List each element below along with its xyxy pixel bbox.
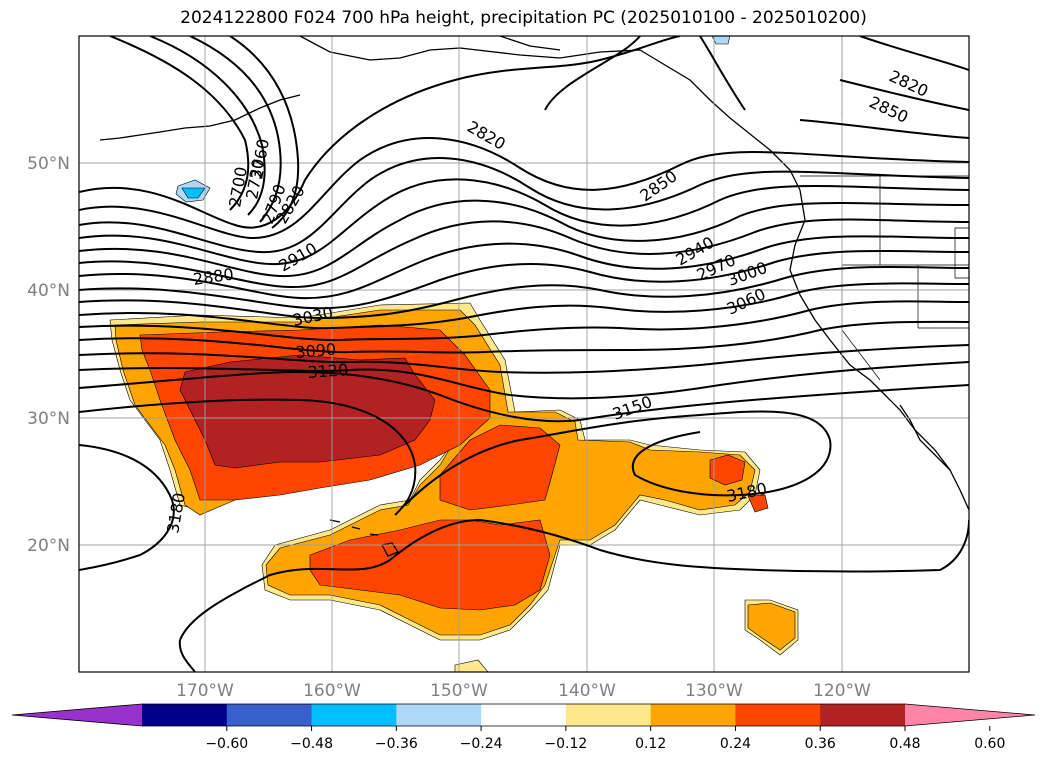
colorbar-swatch [735, 704, 821, 726]
latitude-labels: 50°N 40°N 30°N 20°N [27, 154, 70, 556]
lon-label: 120°W [813, 681, 871, 701]
colorbar-swatch [650, 704, 736, 726]
colorbar-swatch [311, 704, 397, 726]
height-contours [79, 36, 969, 672]
colorbar-extend-high [905, 704, 1035, 726]
lat-label: 50°N [27, 154, 70, 174]
colorbar-swatch [142, 704, 228, 726]
precipitation-shading [109, 36, 799, 672]
colorbar: −0.60 −0.48 −0.36 −0.24 −0.12 0.12 0.24 0.36 0.4… [11, 703, 1036, 752]
gridlines [79, 36, 969, 672]
lon-label: 170°W [176, 681, 234, 701]
colorbar-tick-label: −0.12 [544, 736, 587, 752]
colorbar-outline [11, 703, 1036, 727]
contour-label: 3120 [307, 360, 349, 382]
lat-label: 30°N [27, 409, 70, 429]
colorbar-tick-label: 0.60 [974, 736, 1005, 752]
colorbar-tick-label: 0.48 [889, 736, 920, 752]
colorbar-swatch [396, 704, 482, 726]
colorbar-tick-label: 0.36 [805, 736, 836, 752]
colorbar-tick-label: −0.48 [290, 736, 333, 752]
map-title: 2024122800 F024 700 hPa height, precipit… [180, 8, 867, 28]
lon-label: 160°W [303, 681, 361, 701]
colorbar-swatch [820, 704, 906, 726]
colorbar-swatch [565, 704, 652, 726]
longitude-labels: 170°W 160°W 150°W 140°W 130°W 120°W [176, 681, 871, 701]
lat-label: 40°N [27, 281, 70, 301]
map-panel: 2700 2730 2760 2790 2820 2820 2820 2850 … [79, 36, 969, 672]
lon-label: 150°W [430, 681, 488, 701]
colorbar-tick-label: −0.24 [460, 736, 503, 752]
colorbar-tick-label: 0.12 [635, 736, 666, 752]
lon-label: 140°W [558, 681, 616, 701]
coastlines [99, 36, 969, 557]
colorbar-tick-label: −0.60 [205, 736, 248, 752]
colorbar-extend-low [12, 704, 142, 726]
lon-label: 130°W [685, 681, 743, 701]
colorbar-tick-label: 0.24 [720, 736, 751, 752]
map-frame [78, 35, 970, 673]
lat-label: 20°N [27, 536, 70, 556]
colorbar-swatch [226, 704, 313, 726]
colorbar-tick-label: −0.36 [375, 736, 418, 752]
colorbar-swatch [481, 704, 567, 726]
contour-label: 3090 [295, 340, 337, 362]
